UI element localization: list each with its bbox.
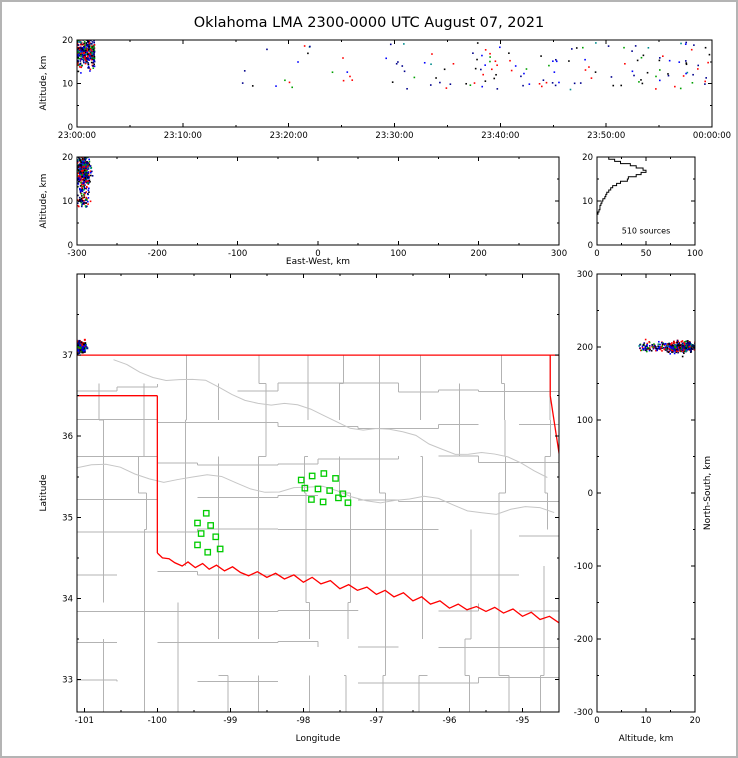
chart-title: Oklahoma LMA 2300-0000 UTC August 07, 20… <box>193 15 545 31</box>
svg-text:0: 0 <box>68 123 73 133</box>
ns-altitude-axis-label: Altitude, km <box>618 734 674 744</box>
svg-text:10: 10 <box>641 716 652 726</box>
svg-text:20: 20 <box>690 716 701 726</box>
lma-station-marker <box>212 533 220 541</box>
svg-text:100: 100 <box>390 249 406 259</box>
svg-text:0: 0 <box>594 249 599 259</box>
svg-text:23:40:00: 23:40:00 <box>481 131 519 141</box>
ew-height-sources <box>77 157 94 208</box>
svg-text:-200: -200 <box>148 249 167 259</box>
svg-text:0: 0 <box>68 241 73 251</box>
time-altitude-axis-label: Altitude, km <box>39 55 49 111</box>
lma-station-marker <box>314 485 322 493</box>
svg-text:300: 300 <box>551 249 567 259</box>
svg-text:200: 200 <box>577 343 593 353</box>
lma-station-marker <box>204 548 212 556</box>
latitude-axis-label: Latitude <box>39 474 49 512</box>
svg-text:0: 0 <box>594 716 599 726</box>
altitude-histogram-line <box>597 157 647 215</box>
svg-text:20: 20 <box>62 153 73 163</box>
longitude-axis-label: Longitude <box>295 734 341 744</box>
svg-text:-95: -95 <box>516 716 530 726</box>
lma-station-marker <box>332 475 339 482</box>
north-south-axis-label: North-South, km <box>703 455 713 531</box>
axes: 23:00:00 23:10:00 23:20:00 23:30:00 23:40:00… <box>58 36 731 726</box>
lma-station-marker <box>320 470 328 477</box>
svg-text:200: 200 <box>471 249 487 259</box>
lma-station-marker <box>339 490 347 498</box>
map-content <box>77 354 559 712</box>
svg-text:23:10:00: 23:10:00 <box>164 131 202 141</box>
lma-station-marker <box>194 541 201 549</box>
svg-text:50: 50 <box>641 249 652 259</box>
lma-station-marker <box>335 494 342 502</box>
svg-text:23:30:00: 23:30:00 <box>375 131 413 141</box>
lma-station-marker <box>202 509 210 517</box>
svg-text:0: 0 <box>315 249 320 259</box>
svg-text:-300: -300 <box>67 249 86 259</box>
lma-station-marker <box>308 472 316 480</box>
lma-station-marker <box>194 519 201 527</box>
ns-height-sources <box>638 338 695 358</box>
time-height-sources <box>77 40 711 91</box>
svg-text:10: 10 <box>582 197 593 207</box>
svg-text:-300: -300 <box>574 708 593 718</box>
svg-text:100: 100 <box>687 249 703 259</box>
svg-text:10: 10 <box>62 80 73 90</box>
svg-text:-97: -97 <box>369 716 383 726</box>
lma-station-marker <box>207 522 214 529</box>
svg-text:20: 20 <box>582 153 593 163</box>
svg-text:0: 0 <box>588 489 593 499</box>
svg-text:0: 0 <box>588 241 593 251</box>
svg-text:34: 34 <box>62 594 73 604</box>
svg-text:-100: -100 <box>574 562 593 572</box>
svg-text:10: 10 <box>62 197 73 207</box>
svg-text:300: 300 <box>577 270 593 280</box>
svg-text:33: 33 <box>62 676 73 686</box>
svg-text:-98: -98 <box>296 716 310 726</box>
sources-count-label: 510 sources <box>621 226 671 236</box>
svg-text:37: 37 <box>62 351 73 361</box>
lma-station-marker <box>319 498 327 506</box>
svg-text:-101: -101 <box>75 716 94 726</box>
lma-station-marker <box>326 487 334 494</box>
svg-text:36: 36 <box>62 432 73 442</box>
state-border-red-river <box>156 552 559 624</box>
east-west-axis-label: East-West, km <box>285 257 351 267</box>
lma-station-marker <box>216 545 224 553</box>
ew-altitude-axis-label: Altitude, km <box>39 173 49 229</box>
svg-text:-100: -100 <box>148 716 167 726</box>
svg-text:23:50:00: 23:50:00 <box>587 131 625 141</box>
svg-text:20: 20 <box>62 36 73 46</box>
lma-station-marker <box>197 530 205 537</box>
lma-station-marker <box>301 484 309 492</box>
lma-station-marker <box>344 499 352 507</box>
svg-text:100: 100 <box>577 416 593 426</box>
svg-text:23:00:00: 23:00:00 <box>58 131 96 141</box>
river-line <box>113 359 548 478</box>
svg-text:-200: -200 <box>574 635 593 645</box>
svg-text:35: 35 <box>62 513 73 523</box>
svg-text:23:20:00: 23:20:00 <box>270 131 308 141</box>
lma-station-marker <box>297 476 305 484</box>
svg-text:-96: -96 <box>443 716 457 726</box>
svg-text:00:00:00: 00:00:00 <box>693 131 731 141</box>
svg-text:-99: -99 <box>223 716 237 726</box>
lma-station-marker <box>308 496 315 503</box>
svg-text:-100: -100 <box>228 249 247 259</box>
state-border-ok-ar <box>549 395 559 458</box>
